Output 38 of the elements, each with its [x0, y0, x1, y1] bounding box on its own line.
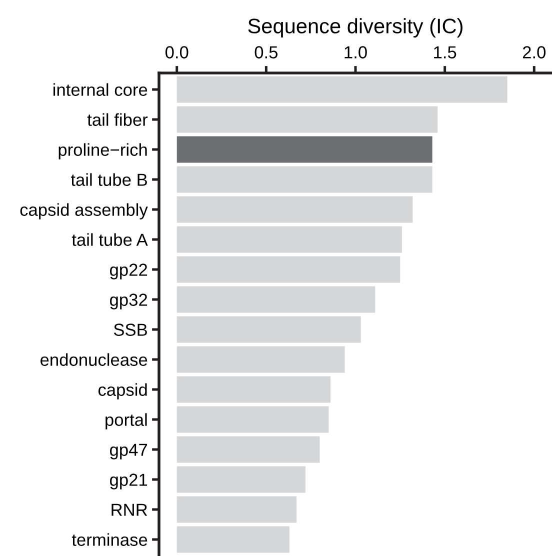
y-tick-label: portal [106, 413, 147, 430]
bar [176, 196, 413, 223]
y-tick-label: tail fiber [87, 113, 148, 126]
bar [176, 286, 376, 313]
y-tick-label: internal core [54, 83, 148, 96]
x-axis-title: Sequence diversity (IC) [248, 18, 462, 38]
bar [176, 496, 297, 523]
bar [176, 436, 320, 463]
x-tick-label: 0.0 [165, 46, 188, 58]
bar [176, 166, 432, 193]
y-tick-label: gp32 [110, 294, 148, 310]
y-tick-label: proline−rich [58, 143, 147, 160]
x-tick-label: 1.5 [434, 46, 456, 58]
bar [176, 406, 329, 433]
y-tick-label: tail tube A [72, 233, 148, 246]
x-tick-label: 0.5 [254, 46, 278, 58]
y-tick-label: RNR [112, 504, 148, 516]
x-tick-label: 1.0 [344, 46, 367, 58]
bar [176, 526, 290, 553]
bar [176, 76, 508, 103]
y-tick-label: tail tube B [70, 173, 147, 186]
bar [176, 316, 361, 343]
y-tick-label: SSB [114, 324, 147, 336]
bar [176, 256, 400, 283]
y-tick-label: endonuclease [40, 353, 148, 366]
y-tick-label: terminase [72, 533, 148, 546]
bar [176, 346, 345, 373]
bar [176, 466, 306, 493]
y-tick-label: capsid [98, 383, 147, 400]
y-tick-label: capsid assembly [20, 203, 148, 220]
bar [176, 226, 402, 253]
x-tick-label: 2.0 [522, 46, 546, 58]
bar [176, 136, 432, 163]
y-tick-label: gp47 [110, 444, 148, 460]
bar [176, 376, 330, 403]
y-tick-label: gp22 [110, 264, 148, 280]
y-tick-label: gp21 [110, 474, 148, 490]
bar [176, 106, 438, 133]
